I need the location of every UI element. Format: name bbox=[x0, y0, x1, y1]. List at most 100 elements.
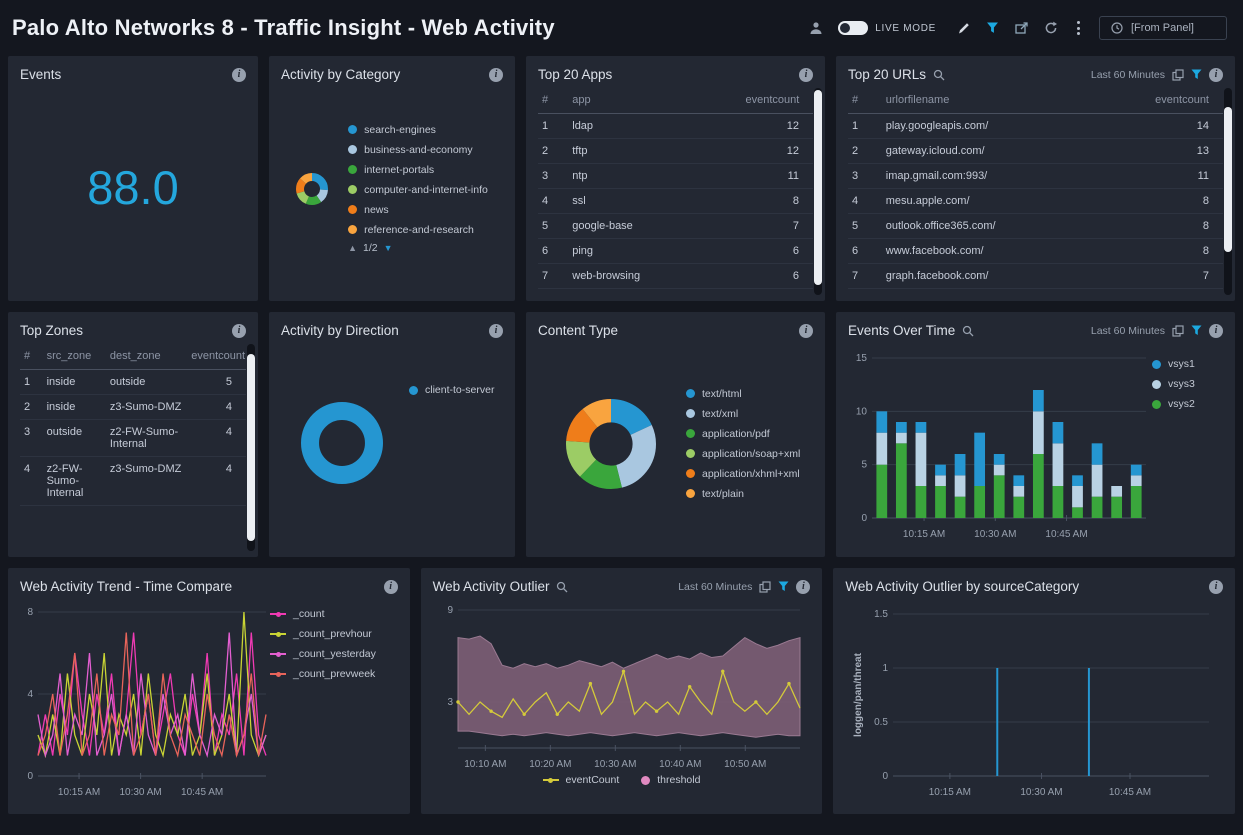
info-icon[interactable]: i bbox=[232, 323, 246, 338]
panel-time-range[interactable]: Last 60 Minutes bbox=[678, 580, 753, 593]
info-icon[interactable]: i bbox=[1208, 579, 1223, 594]
refresh-icon[interactable] bbox=[1044, 21, 1058, 35]
table-row[interactable]: 5 google-base 7 bbox=[538, 213, 813, 239]
info-icon[interactable]: i bbox=[796, 579, 811, 594]
legend-item[interactable]: _count_prevweek bbox=[270, 668, 376, 680]
table-row[interactable]: 7 web-browsing 6 bbox=[538, 263, 813, 289]
table-row[interactable]: 4 mesu.apple.com/8 bbox=[848, 188, 1223, 214]
panel-filter-icon[interactable] bbox=[1191, 325, 1202, 336]
more-menu-icon[interactable] bbox=[1073, 19, 1084, 37]
column-header[interactable]: eventcount bbox=[187, 344, 246, 370]
table-row[interactable]: 4 ssl 8 bbox=[538, 188, 813, 214]
table-row[interactable]: 2 gateway.icloud.com/13 bbox=[848, 138, 1223, 164]
info-icon[interactable]: i bbox=[799, 67, 813, 82]
table-row[interactable]: 6 ping 6 bbox=[538, 238, 813, 264]
table-row[interactable]: 1 inside outside 5 bbox=[20, 369, 246, 395]
legend-item[interactable]: _count_prevhour bbox=[270, 628, 376, 640]
legend-item[interactable]: eventCount bbox=[542, 774, 619, 786]
table-row[interactable]: 3 outside z2-FW-Sumo-Internal 4 bbox=[20, 419, 246, 457]
page-down-icon[interactable]: ▼ bbox=[383, 242, 393, 253]
drilldown-search-icon[interactable] bbox=[962, 325, 974, 337]
table-cell: 8 bbox=[1129, 213, 1223, 239]
scrollbar-thumb[interactable] bbox=[814, 90, 822, 285]
scrollbar-thumb[interactable] bbox=[1224, 106, 1232, 252]
user-icon[interactable] bbox=[809, 21, 823, 35]
table-row[interactable]: 2 inside z3-Sumo-DMZ 4 bbox=[20, 394, 246, 420]
edit-icon[interactable] bbox=[957, 21, 971, 35]
column-header[interactable]: # bbox=[848, 88, 882, 114]
legend-item[interactable]: application/soap+xml bbox=[686, 448, 800, 460]
legend-item[interactable]: business-and-economy bbox=[348, 144, 488, 156]
share-icon[interactable] bbox=[1014, 21, 1029, 35]
table-row[interactable]: 3 ntp 11 bbox=[538, 163, 813, 189]
info-icon[interactable]: i bbox=[1209, 67, 1223, 82]
legend-item[interactable]: application/pdf bbox=[686, 428, 800, 440]
content-type-donut-chart[interactable] bbox=[566, 398, 656, 489]
legend-item[interactable]: internet-portals bbox=[348, 164, 488, 176]
table-row[interactable]: 7 graph.facebook.com/7 bbox=[848, 263, 1223, 289]
legend-item[interactable]: text/html bbox=[686, 388, 800, 400]
panel-time-range[interactable]: Last 60 Minutes bbox=[1090, 324, 1165, 337]
column-header[interactable]: # bbox=[538, 88, 569, 114]
filter-icon[interactable] bbox=[986, 22, 999, 34]
panels-icon[interactable] bbox=[1172, 324, 1184, 337]
scrollbar[interactable] bbox=[247, 344, 255, 551]
events-over-time-chart[interactable]: 0 5 10 15 10:15 AM 10:30 AM 10:45 AM bbox=[846, 346, 1152, 544]
table-row[interactable]: 1 ldap 12 bbox=[538, 113, 813, 139]
legend-item[interactable]: text/plain bbox=[686, 488, 800, 500]
table-row[interactable]: 4 z2-FW-Sumo-Internal z3-Sumo-DMZ 4 bbox=[20, 456, 246, 506]
table-row[interactable]: 6 www.facebook.com/8 bbox=[848, 238, 1223, 264]
scrollbar[interactable] bbox=[1224, 88, 1232, 295]
time-range-select[interactable]: [From Panel] bbox=[1099, 16, 1227, 40]
drilldown-search-icon[interactable] bbox=[933, 69, 945, 81]
legend-item[interactable]: text/xml bbox=[686, 408, 800, 420]
table-cell: 7 bbox=[848, 263, 882, 289]
legend-item[interactable]: vsys1 bbox=[1152, 358, 1195, 370]
table-row[interactable]: 1 play.googleapis.com/14 bbox=[848, 113, 1223, 139]
info-icon[interactable]: i bbox=[1209, 323, 1223, 338]
outlier-chart[interactable]: 3 9 10:10 AM 10:20 AM 10:30 AM 10:40 AM 10:50 … bbox=[434, 602, 808, 774]
scrollbar-thumb[interactable] bbox=[247, 354, 255, 541]
panels-icon[interactable] bbox=[1172, 68, 1184, 81]
table-row[interactable]: 5 outlook.office365.com/8 bbox=[848, 213, 1223, 239]
svg-text:loggen/pan/threat: loggen/pan/threat bbox=[853, 652, 864, 737]
legend-item[interactable]: vsys2 bbox=[1152, 398, 1195, 410]
column-header[interactable]: app bbox=[568, 88, 742, 114]
legend-item[interactable]: application/xhml+xml bbox=[686, 468, 800, 480]
info-icon[interactable]: i bbox=[489, 323, 503, 338]
table-row[interactable]: 3 imap.gmail.com:993/11 bbox=[848, 163, 1223, 189]
panel-filter-icon[interactable] bbox=[1191, 69, 1202, 80]
panel-time-range[interactable]: Last 60 Minutes bbox=[1090, 68, 1165, 81]
table-row[interactable]: 2 tftp 12 bbox=[538, 138, 813, 164]
column-header[interactable]: src_zone bbox=[42, 344, 106, 370]
legend-item[interactable]: _count_yesterday bbox=[270, 648, 376, 660]
info-icon[interactable]: i bbox=[232, 67, 246, 82]
drilldown-search-icon[interactable] bbox=[556, 581, 568, 593]
legend-marker bbox=[686, 469, 695, 478]
legend-item[interactable]: reference-and-research bbox=[348, 224, 488, 236]
panel-filter-icon[interactable] bbox=[778, 581, 789, 592]
info-icon[interactable]: i bbox=[489, 67, 503, 82]
info-icon[interactable]: i bbox=[383, 579, 398, 594]
legend-item[interactable]: client-to-server bbox=[409, 384, 494, 396]
column-header[interactable]: eventcount bbox=[1129, 88, 1223, 114]
legend-item[interactable]: vsys3 bbox=[1152, 378, 1195, 390]
direction-donut-chart[interactable] bbox=[301, 401, 383, 484]
outlier-by-source-chart[interactable]: 0 0.5 1 1.5 10:15 AM 10:30 AM 10:45 AM loggen/p… bbox=[847, 602, 1221, 802]
scrollbar[interactable] bbox=[814, 88, 822, 295]
column-header[interactable]: eventcount bbox=[741, 88, 813, 114]
trend-chart[interactable]: 0 4 8 10:15 AM 10:30 AM 10:45 AM bbox=[18, 602, 270, 802]
legend-item[interactable]: news bbox=[348, 204, 488, 216]
legend-item[interactable]: computer-and-internet-info bbox=[348, 184, 488, 196]
legend-item[interactable]: _count bbox=[270, 608, 376, 620]
column-header[interactable]: # bbox=[20, 344, 43, 370]
category-donut-chart[interactable] bbox=[296, 172, 329, 205]
panels-icon[interactable] bbox=[759, 580, 771, 593]
legend-item[interactable]: threshold bbox=[641, 774, 700, 786]
live-mode-toggle[interactable] bbox=[838, 21, 869, 35]
info-icon[interactable]: i bbox=[799, 323, 813, 338]
column-header[interactable]: dest_zone bbox=[105, 344, 188, 370]
column-header[interactable]: urlorfilename bbox=[881, 88, 1130, 114]
page-up-icon[interactable]: ▲ bbox=[348, 242, 358, 253]
legend-item[interactable]: search-engines bbox=[348, 124, 488, 136]
